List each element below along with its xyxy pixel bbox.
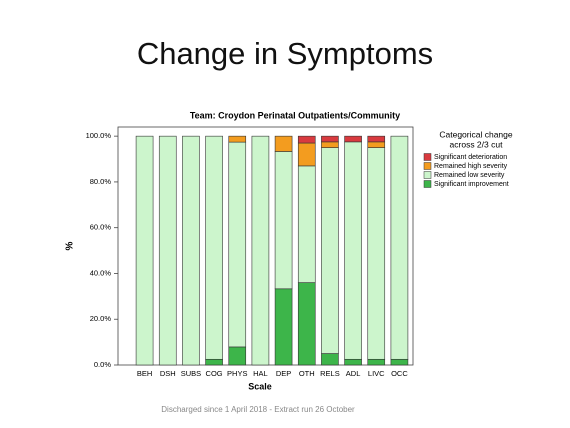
legend-label: Remained low severity: [434, 172, 505, 179]
bar-segment: [321, 147, 339, 354]
bar-segment: [367, 141, 386, 148]
bar-segment: [228, 346, 247, 366]
legend-swatch: [423, 171, 432, 179]
x-axis-label: Scale: [248, 381, 272, 391]
y-tick-label: 40.0%: [90, 268, 112, 277]
bar-segment: [344, 141, 362, 360]
bar-segment: [297, 282, 316, 366]
bar-segment: [390, 358, 409, 366]
bar-segment: [274, 151, 293, 290]
x-tick-label: DEP: [276, 369, 291, 378]
bar-segment: [205, 358, 223, 366]
bar-segment: [182, 135, 200, 366]
y-tick-label: 60.0%: [90, 223, 112, 232]
bar-segment: [367, 147, 386, 360]
x-tick-label: LIVC: [368, 369, 385, 378]
x-tick-label: RELS: [320, 369, 340, 378]
bar-segment: [251, 135, 270, 366]
y-tick-label: 100.0%: [86, 131, 112, 140]
x-tick-label: ADL: [346, 369, 361, 378]
legend-title: Categorical change: [439, 129, 513, 139]
x-tick-label: SUBS: [181, 369, 201, 378]
legend-swatch: [423, 162, 432, 170]
legend-swatch: [423, 153, 432, 161]
x-tick-label: OTH: [299, 369, 315, 378]
bar-segment: [367, 358, 386, 366]
x-tick-label: BEH: [137, 369, 152, 378]
x-tick-label: DSH: [160, 369, 176, 378]
x-tick-label: OCC: [391, 369, 408, 378]
legend-label: Significant deterioration: [434, 154, 507, 161]
bar-segment: [344, 358, 362, 366]
x-tick-label: HAL: [253, 369, 268, 378]
legend-swatch: [423, 180, 432, 188]
y-tick-label: 20.0%: [90, 314, 112, 323]
bar-segment: [228, 141, 247, 348]
y-tick-label: 0.0%: [94, 360, 111, 369]
y-tick-label: 80.0%: [90, 177, 112, 186]
slide-title: Change in Symptoms: [137, 36, 433, 71]
legend-label: Significant improvement: [434, 181, 509, 188]
bar-segment: [135, 135, 154, 366]
bar-segment: [321, 135, 339, 143]
bar-segment: [390, 135, 409, 360]
bar-segment: [297, 135, 316, 144]
bar-segment: [344, 135, 362, 143]
bar-segment: [367, 135, 386, 143]
bar-segment: [228, 135, 247, 143]
chart-title: Team: Croydon Perinatal Outpatients/Comm…: [190, 110, 400, 120]
bar-segment: [274, 135, 293, 152]
bar-segment: [321, 353, 339, 366]
legend-title: across 2/3 cut: [450, 139, 504, 149]
bar-segment: [205, 135, 223, 360]
legend-label: Remained high severity: [434, 163, 508, 170]
y-axis-label: %: [65, 241, 76, 250]
x-tick-label: PHYS: [227, 369, 247, 378]
bar-segment: [321, 141, 339, 148]
bar-segment: [297, 165, 316, 283]
bar-segment: [158, 135, 177, 366]
bar-segment: [297, 142, 316, 167]
bar-segment: [274, 288, 293, 366]
x-tick-label: COG: [206, 369, 223, 378]
footer: Discharged since 1 April 2018 - Extract …: [161, 405, 355, 414]
